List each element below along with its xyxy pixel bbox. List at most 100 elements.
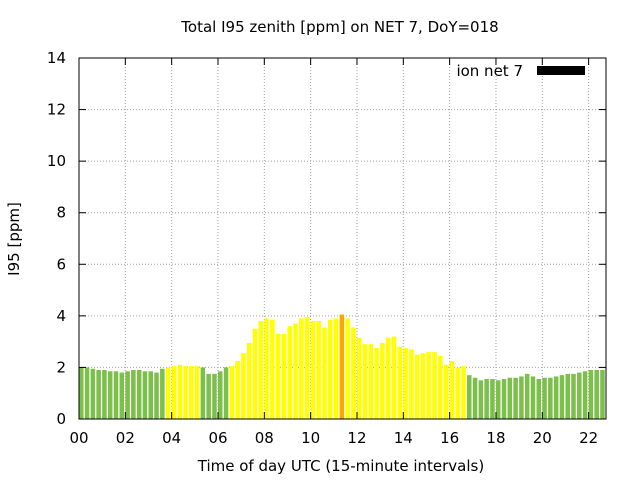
legend-label: ion net 7 [456,62,523,80]
bar [148,371,154,419]
bar [351,327,356,419]
bar [449,360,455,419]
bar [345,318,350,419]
bar [136,370,142,419]
bar [246,342,252,419]
bar [397,346,403,419]
bar [316,321,321,419]
x-tick-label: 02 [116,429,135,447]
bar [588,370,594,419]
bar [154,372,159,419]
y-tick-label: 2 [56,358,66,376]
y-tick-label: 8 [56,204,66,222]
bar [125,371,130,419]
bar [217,371,223,419]
bar [374,348,379,419]
bar [119,372,125,419]
bar [287,326,293,419]
bar [165,367,171,419]
bar [565,373,570,419]
bars [79,314,605,419]
bar [160,368,165,419]
bar [131,370,136,419]
bar [519,376,524,419]
bar [275,333,281,419]
x-tick-label: 22 [579,429,598,447]
legend-swatch [537,66,585,75]
x-tick-label: 10 [301,429,320,447]
bar [189,366,194,419]
bar [530,376,536,419]
x-axis-label: Time of day UTC (15-minute intervals) [197,457,484,475]
bar [553,376,559,419]
x-tick-label: 08 [255,429,274,447]
bar [524,373,530,419]
bar [461,366,466,419]
bar [310,321,316,419]
y-tick-label: 14 [47,49,66,67]
y-tick-label: 10 [47,152,66,170]
bar [212,373,217,419]
bar [501,379,507,419]
bar [79,367,84,419]
bar [258,321,264,419]
bar [328,319,333,419]
bar [495,380,501,419]
bar [536,379,542,419]
bar [542,377,547,419]
bar [229,366,235,419]
bar [264,318,269,419]
bar [102,370,107,419]
x-tick-label: 04 [162,429,181,447]
bar [414,354,420,419]
bar [571,373,576,419]
bar [171,366,177,419]
bar [177,364,182,419]
bar [484,379,489,419]
bar [90,368,96,419]
bar [455,367,460,419]
bar [472,377,478,419]
bar [385,337,391,419]
bar [142,371,148,419]
chart-title: Total I95 zenith [ppm] on NET 7, DoY=018 [180,18,498,36]
x-tick-label: 20 [533,429,552,447]
bar [438,355,443,419]
grid [79,58,606,419]
bar [183,366,188,419]
bar [107,371,113,419]
bar [582,371,588,419]
bar [432,351,437,419]
bar [507,377,513,419]
bar [600,370,605,419]
x-tick-label: 16 [440,429,459,447]
bar [443,364,449,419]
x-tick-label: 00 [69,429,88,447]
bar [293,323,298,419]
bar [380,342,385,419]
bar [478,380,484,419]
y-tick-label: 4 [56,307,66,325]
y-tick-label: 6 [56,255,66,273]
bar [113,371,119,419]
bar [281,333,287,419]
plot-border [78,57,607,420]
legend: ion net 7 [456,62,585,80]
bar [409,349,414,419]
x-tick-label: 06 [208,429,227,447]
x-tick-label: 12 [347,429,366,447]
bar [235,360,240,419]
bar [356,337,362,419]
bar [559,375,565,419]
bar [420,353,426,419]
bar [594,370,599,419]
bar [403,348,408,419]
y-tick-label: 12 [47,101,66,119]
bar [252,328,258,419]
bar [194,366,200,419]
bar [391,336,397,419]
bar [339,314,345,419]
bar [490,379,495,419]
